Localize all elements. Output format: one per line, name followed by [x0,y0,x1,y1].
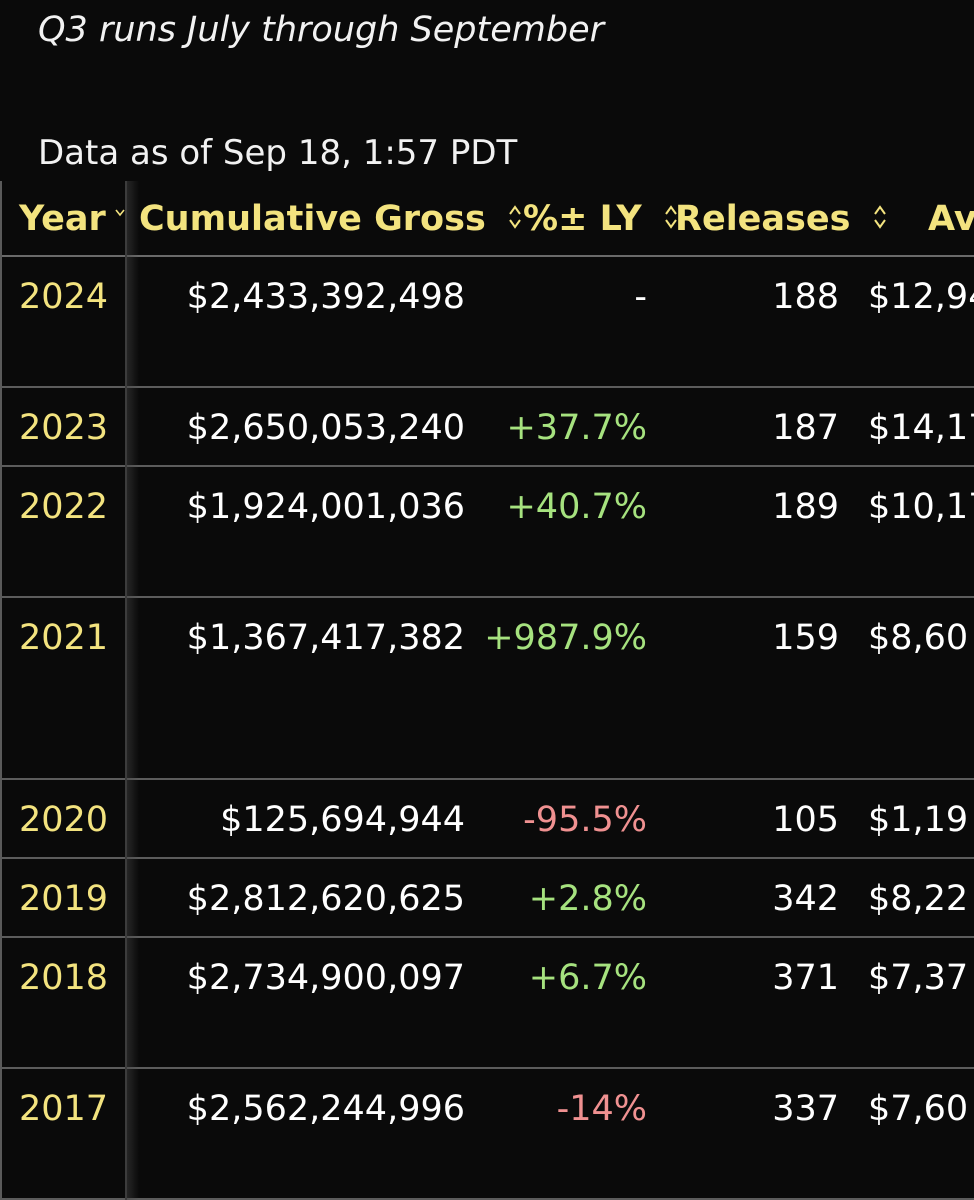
data-as-of-timestamp: Data as of Sep 18, 1:57 PDT [38,133,518,173]
gross-cell: $2,562,244,996 [186,1089,465,1129]
average-cell: $10,17 [868,487,974,527]
gross-cell: $125,694,944 [220,800,465,840]
releases-cell: 371 [772,958,839,998]
table-row[interactable]: 2018 $2,734,900,097 +6.7% 371 $7,37 [2,938,974,1069]
column-header-average[interactable]: Av [928,181,974,257]
sort-updown-icon [665,205,677,229]
column-header-cumulative-gross[interactable]: Cumulative Gross [139,181,522,257]
frozen-column-divider [125,181,127,1200]
column-header-releases-label: Releases [675,199,851,239]
pct-change-cell: +987.9% [484,618,647,658]
gross-cell: $1,924,001,036 [186,487,465,527]
year-cell[interactable]: 2022 [19,487,109,527]
average-cell: $7,60 [868,1089,969,1129]
releases-cell: 187 [772,408,839,448]
gross-cell: $2,812,620,625 [186,879,465,919]
column-header-year[interactable]: Year [19,181,106,257]
column-header-average-label: Av [928,199,974,239]
average-cell: $12,94 [868,277,974,317]
releases-cell: 189 [772,487,839,527]
average-cell: $8,60 [868,618,969,658]
year-cell[interactable]: 2019 [19,879,109,919]
releases-cell: 342 [772,879,839,919]
table-row[interactable]: 2017 $2,562,244,996 -14% 337 $7,60 [2,1069,974,1200]
sort-updown-icon [509,205,521,229]
releases-cell: 105 [772,800,839,840]
column-header-pct-ly-label: %± LY [523,199,642,239]
pct-change-cell: -95.5% [523,800,647,840]
chevron-down-icon[interactable] [115,209,125,217]
year-cell[interactable]: 2017 [19,1089,109,1129]
year-cell[interactable]: 2018 [19,958,109,998]
q3-note: Q3 runs July through September [38,10,604,50]
year-cell[interactable]: 2021 [19,618,109,658]
column-header-cumulative-gross-label: Cumulative Gross [139,199,486,239]
table-row[interactable]: 2020 $125,694,944 -95.5% 105 $1,19 [2,780,974,859]
column-header-pct-ly[interactable]: %± LY [523,181,678,257]
table-row[interactable]: 2023 $2,650,053,240 +37.7% 187 $14,17 [2,388,974,467]
releases-cell: 159 [772,618,839,658]
pct-change-cell: +6.7% [528,958,647,998]
average-cell: $14,17 [868,408,974,448]
pct-change-cell: +37.7% [506,408,647,448]
gross-cell: $2,433,392,498 [186,277,465,317]
releases-cell: 337 [772,1089,839,1129]
year-cell[interactable]: 2020 [19,800,109,840]
gross-cell: $2,650,053,240 [186,408,465,448]
table-row[interactable]: 2019 $2,812,620,625 +2.8% 342 $8,22 [2,859,974,938]
table-row[interactable]: 2021 $1,367,417,382 +987.9% 159 $8,60 [2,598,974,780]
box-office-table: Year Cumulative Gross %± LY Releases [0,181,974,1200]
average-cell: $1,19 [868,800,969,840]
column-header-releases[interactable]: Releases [675,181,887,257]
table-row[interactable]: 2022 $1,924,001,036 +40.7% 189 $10,17 [2,467,974,598]
pct-change-cell: +2.8% [528,879,647,919]
gross-cell: $2,734,900,097 [186,958,465,998]
table-row[interactable]: 2024 $2,433,392,498 - 188 $12,94 [2,257,974,388]
gross-cell: $1,367,417,382 [186,618,465,658]
releases-cell: 188 [772,277,839,317]
average-cell: $8,22 [868,879,969,919]
column-header-year-label: Year [19,199,106,239]
pct-change-cell: - [634,277,647,317]
year-cell[interactable]: 2023 [19,408,109,448]
table-header-row: Year Cumulative Gross %± LY Releases [2,181,974,257]
pct-change-cell: +40.7% [506,487,647,527]
average-cell: $7,37 [868,958,969,998]
sort-updown-icon [873,205,886,229]
pct-change-cell: -14% [556,1089,647,1129]
year-cell[interactable]: 2024 [19,277,109,317]
